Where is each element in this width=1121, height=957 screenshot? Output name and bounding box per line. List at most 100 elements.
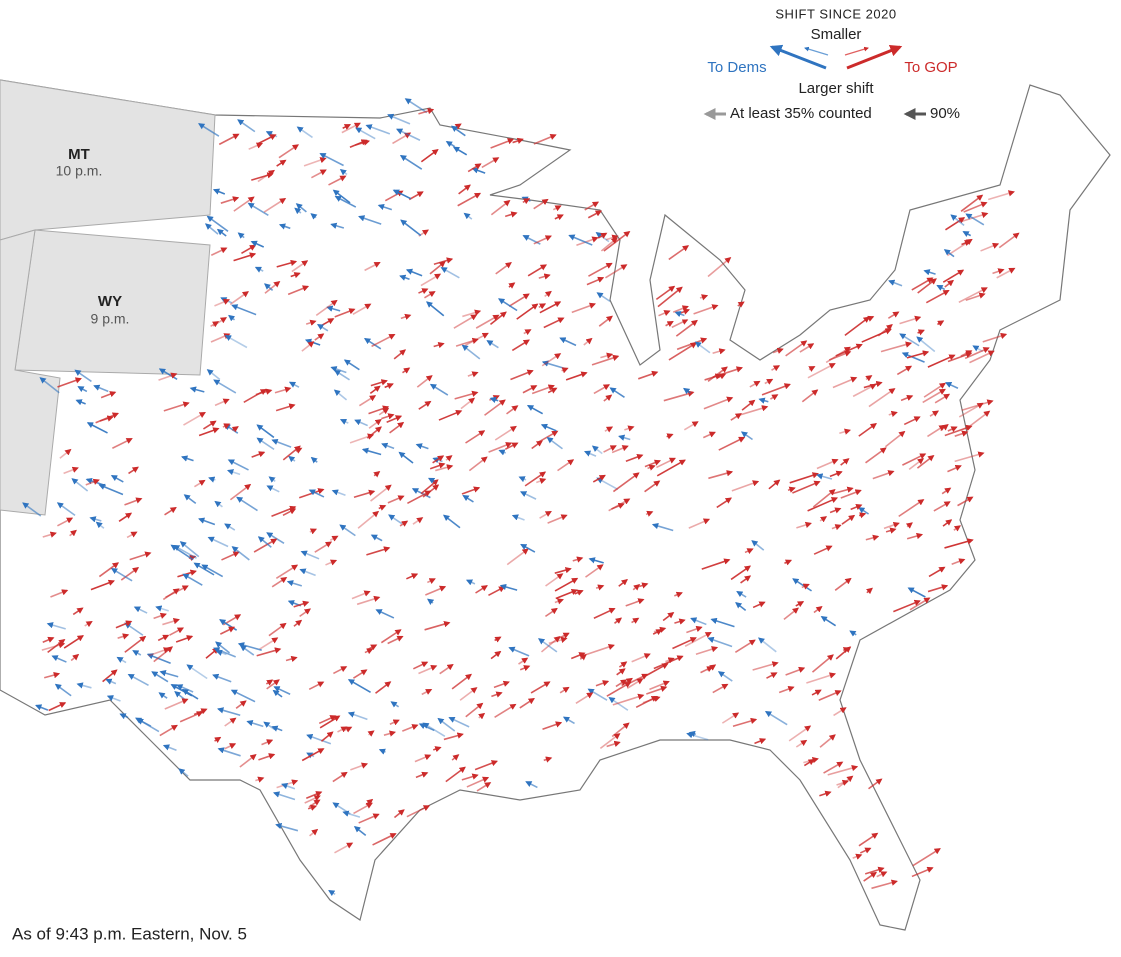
shift-arrow [326,305,341,312]
shift-arrow [343,359,360,371]
shift-arrow [56,502,76,516]
shift-arrow [561,367,569,374]
shift-arrow [510,369,534,381]
shift-arrow [304,795,321,804]
shift-arrow [716,373,727,380]
footnote: As of 9:43 p.m. Eastern, Nov. 5 [12,924,247,943]
shift-arrow [118,512,133,522]
shift-arrow [519,665,531,672]
shift-arrow [120,567,140,581]
shift-arrow [57,377,82,388]
shift-arrow [555,589,578,600]
shift-arrow [954,451,985,463]
shift-arrow [365,124,391,135]
shift-arrow [400,219,422,237]
shift-arrow [598,315,613,327]
shift-arrow [247,202,269,217]
shift-arrow [533,133,557,145]
shift-arrow [467,371,479,378]
shift-arrow [416,375,433,388]
shift-arrow [671,318,689,329]
shift-arrow [526,404,544,415]
shift-arrow [927,584,949,593]
shift-arrow [583,450,597,457]
shift-arrow [310,213,318,220]
shift-arrow [476,782,492,792]
shift-arrow [463,212,473,220]
shift-arrow [275,564,299,580]
shift-arrow [63,466,79,475]
shift-arrow [840,489,862,499]
shift-arrow [575,692,594,705]
shift-arrow [276,259,298,268]
shift-arrow [612,693,645,706]
shift-arrow [702,431,716,439]
shift-arrow [908,458,925,471]
shift-arrow [457,192,482,207]
shift-arrow [605,264,628,279]
shift-arrow [811,654,834,673]
shift-arrow [906,350,930,359]
shift-arrow [264,283,274,291]
shift-arrow [593,384,611,395]
shift-arrow [533,235,552,245]
shift-arrow [486,340,499,349]
shift-arrow [455,337,479,347]
shift-arrow [57,517,74,527]
shift-arrow [214,500,223,508]
shift-arrow [169,627,185,636]
shift-arrow [603,445,617,453]
shift-arrow [998,232,1020,249]
shift-arrow [647,464,656,471]
shift-arrow [865,534,880,541]
shift-arrow [366,426,382,439]
shift-arrow [388,514,403,525]
shift-arrow [519,491,537,500]
shift-arrow [239,645,255,656]
shift-arrow [217,747,241,757]
shift-arrow [484,399,506,416]
shift-arrow [239,754,257,768]
shift-arrow [95,412,119,424]
shift-arrow [353,489,376,499]
shift-arrow [588,262,613,277]
shift-arrow [813,545,833,555]
shift-arrow [365,798,374,806]
shift-arrow [224,743,237,750]
shift-arrow [257,134,277,145]
shift-arrow [179,541,200,558]
shift-arrow [547,514,568,524]
shift-arrow [353,826,367,837]
shift-arrow [271,505,297,517]
shift-arrow [399,274,410,281]
shift-arrow [352,303,372,316]
shift-arrow [653,655,684,670]
shift-arrow [596,292,611,303]
shift-arrow [210,321,220,328]
shift-arrow [250,240,265,248]
shift-arrow [721,712,740,724]
shift-arrow [829,470,843,478]
shift-arrow [954,430,969,437]
shift-arrow [941,487,952,495]
shift-arrow [579,653,587,661]
shift-arrow [562,716,575,725]
shift-arrow [102,669,118,683]
shift-arrow [608,697,629,711]
shift-arrow [907,587,926,598]
shift-arrow [182,573,203,586]
shift-arrow [153,646,174,663]
shift-arrow [429,383,449,396]
legend-counted-low: At least 35% counted [730,105,872,122]
shift-arrow [707,366,728,382]
shift-arrow [229,291,249,306]
shift-arrow [217,707,241,716]
shift-arrow [370,379,388,387]
shift-arrow [320,731,334,742]
shift-arrow [256,647,282,657]
shift-arrow [942,519,953,527]
shift-arrow [916,336,936,353]
shift-arrow [508,646,530,657]
shift-arrow [51,655,67,663]
